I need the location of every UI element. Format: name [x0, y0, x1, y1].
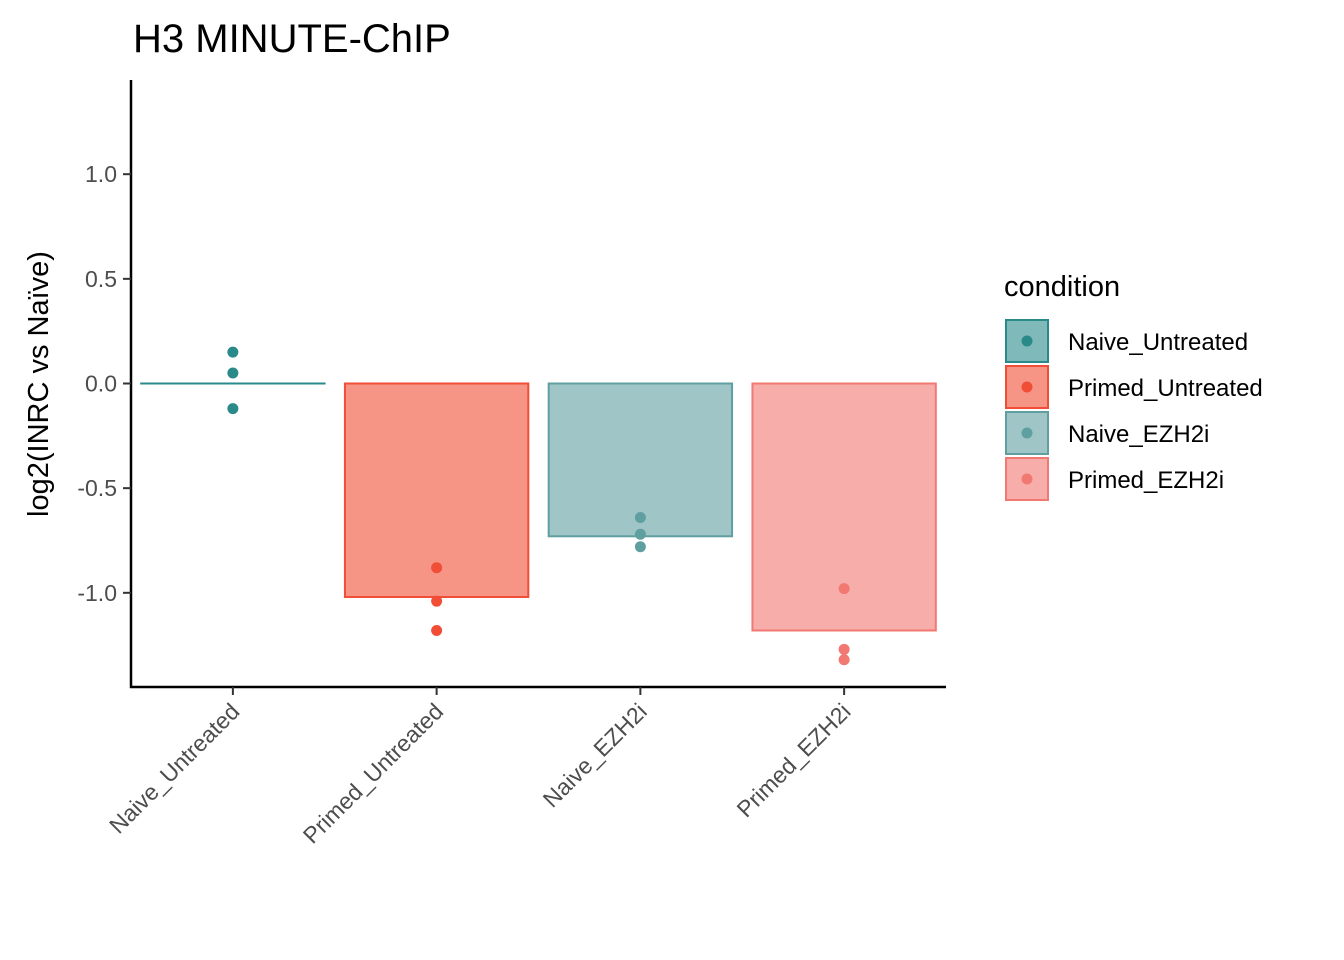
data-point-Naive_Untreated-3: [227, 403, 239, 415]
data-point-Primed_EZH2i-2: [838, 643, 850, 655]
data-point-Primed_Untreated-1: [431, 562, 443, 574]
legend: condition Naive_Untreated Primed_Untreate…: [1004, 271, 1263, 501]
bar-Naive_EZH2i: [547, 382, 734, 538]
data-point-Naive_Untreated-2: [227, 367, 239, 379]
y-tick-label: -1.0: [77, 580, 117, 606]
data-point-Primed_EZH2i-1: [838, 583, 850, 595]
legend-label-Naive_EZH2i: Naive_EZH2i: [1068, 421, 1209, 448]
plot-area: -1.0 -0.5 0.0 0.5 1.0 Naive_Untreated Primed_U…: [77, 80, 946, 849]
bar-Primed_EZH2i: [751, 382, 937, 632]
data-point-Primed_Untreated-3: [431, 624, 443, 636]
data-point-Naive_EZH2i-2: [634, 528, 646, 540]
legend-label-Naive_Untreated: Naive_Untreated: [1068, 329, 1248, 356]
data-point-Primed_EZH2i-3: [838, 654, 850, 666]
x-tick-label: Primed_EZH2i: [732, 698, 856, 822]
y-tick-label: 1.0: [85, 161, 117, 187]
bar-Primed_Untreated: [343, 382, 530, 598]
data-point-Naive_EZH2i-3: [634, 541, 646, 553]
legend-title: condition: [1004, 271, 1120, 303]
y-tick-label: 0.5: [85, 266, 117, 292]
y-tick-label: -0.5: [77, 475, 117, 501]
legend-point-Primed_Untreated: [1021, 381, 1033, 393]
legend-point-Naive_Untreated: [1021, 335, 1033, 347]
x-tick-label: Naive_EZH2i: [538, 698, 652, 812]
x-tick-label: Naive_Untreated: [104, 698, 244, 838]
data-point-Naive_Untreated-1: [227, 346, 239, 358]
y-tick-label: 0.0: [85, 371, 117, 397]
x-tick-label: Primed_Untreated: [298, 698, 448, 848]
legend-key-Primed_EZH2i: [1005, 457, 1049, 501]
data-point-Primed_Untreated-2: [431, 595, 443, 607]
legend-label-Primed_Untreated: Primed_Untreated: [1068, 375, 1263, 402]
chart-title: H3 MINUTE-ChIP: [133, 17, 451, 61]
legend-point-Primed_EZH2i: [1021, 473, 1033, 485]
legend-key-Primed_Untreated: [1005, 365, 1049, 409]
legend-key-Naive_EZH2i: [1005, 411, 1049, 455]
legend-label-Primed_EZH2i: Primed_EZH2i: [1068, 467, 1224, 494]
y-axis-label: log2(INRC vs Naïve): [23, 251, 55, 517]
legend-point-Naive_EZH2i: [1021, 427, 1033, 439]
data-point-Naive_EZH2i-1: [634, 511, 646, 523]
